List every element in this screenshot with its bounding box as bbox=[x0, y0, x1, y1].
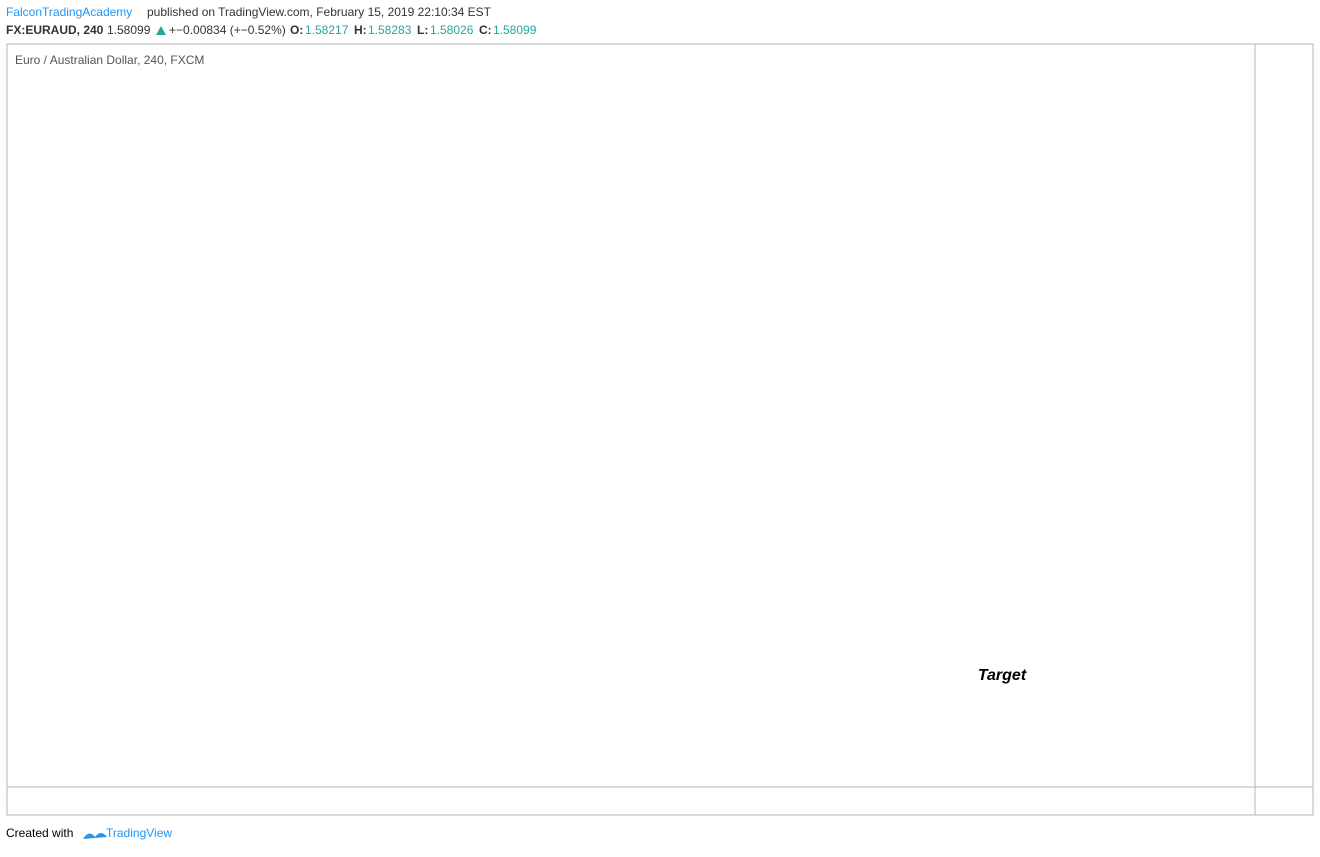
footer-brand[interactable]: TradingView bbox=[106, 826, 172, 840]
close-value: 1.58099 bbox=[493, 23, 537, 37]
symbol: FX:EURAUD, 240 bbox=[6, 23, 104, 37]
low-label: L: bbox=[417, 23, 428, 37]
annotation: Target bbox=[978, 667, 1027, 684]
published: published on TradingView.com, February 1… bbox=[147, 5, 492, 19]
footer-created: Created with bbox=[6, 826, 73, 840]
up-arrow bbox=[156, 26, 166, 35]
frame bbox=[6, 43, 1314, 816]
last-price: 1.58099 bbox=[107, 23, 151, 37]
change: +−0.00834 (+−0.52%) bbox=[169, 23, 286, 37]
brand-logo bbox=[83, 833, 107, 839]
author[interactable]: FalconTradingAcademy bbox=[6, 5, 132, 19]
low-value: 1.58026 bbox=[430, 23, 474, 37]
legend-title: Euro / Australian Dollar, 240, FXCM bbox=[15, 53, 204, 67]
open-label: O: bbox=[290, 23, 303, 37]
open-value: 1.58217 bbox=[305, 23, 349, 37]
high-value: 1.58283 bbox=[368, 23, 412, 37]
close-label: C: bbox=[479, 23, 492, 37]
high-label: H: bbox=[354, 23, 367, 37]
